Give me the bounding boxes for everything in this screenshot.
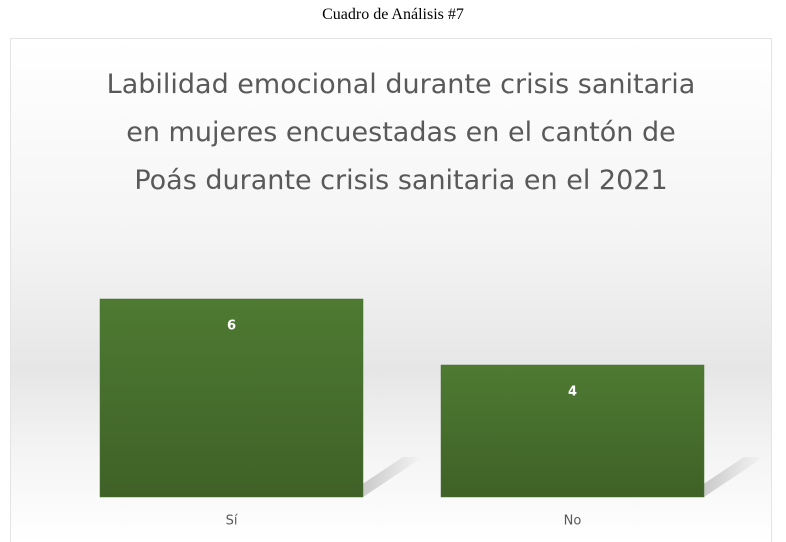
chart-title: Labilidad emocional durante crisis sanit… (106, 69, 696, 196)
bar (99, 298, 364, 498)
bar (440, 364, 705, 498)
data-label: 6 (227, 319, 236, 334)
x-tick-label: No (564, 514, 582, 529)
data-label: 4 (568, 385, 577, 400)
header: Cuadro de Análisis #7 (322, 6, 464, 23)
x-tick-label: Sí (226, 514, 238, 529)
